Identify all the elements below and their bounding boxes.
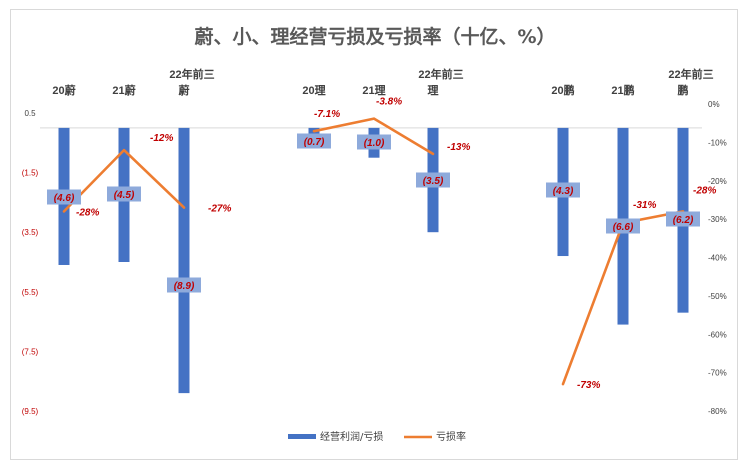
- category-label: 20蔚: [52, 83, 75, 97]
- left-axis-tick: (5.5): [22, 288, 39, 297]
- right-axis-tick: 0%: [708, 100, 720, 109]
- legend-bar-label: 经营利润/亏损: [320, 430, 383, 443]
- legend-bar-swatch: [288, 434, 316, 439]
- category-label: 鹏: [678, 83, 689, 97]
- loss-rate-label: -12%: [150, 133, 173, 144]
- legend-line-label: 亏损率: [436, 430, 466, 443]
- loss-rate-line: [62, 148, 186, 213]
- bar-value-label: (4.6): [54, 193, 75, 204]
- category-label: 20理: [302, 84, 325, 97]
- loss-rate-label: -73%: [577, 380, 600, 391]
- chart-title: 蔚、小、理经营亏损及亏损率（十亿、%）: [194, 25, 555, 48]
- bar-value-box: [47, 189, 81, 205]
- right-axis-tick: -70%: [708, 369, 727, 378]
- category-label: 21理: [362, 84, 385, 97]
- category-label: 蔚: [179, 83, 190, 97]
- right-axis-tick: -20%: [708, 177, 727, 186]
- bar-value-label: (6.6): [613, 222, 634, 233]
- left-axis-tick: (7.5): [22, 347, 39, 356]
- labels-group: (4.6) (4.5) (8.9) (0.7) (1.0) (3.5) (4.3) (6.6)…: [47, 97, 716, 391]
- right-axis-tick: -80%: [708, 407, 727, 416]
- bar-value-box: [546, 182, 580, 198]
- loss-rate-label: -13%: [447, 142, 470, 153]
- left-axis-tick: (3.5): [22, 228, 39, 237]
- loss-rate-label: -28%: [76, 207, 99, 218]
- loss-rate-label: -7.1%: [314, 109, 340, 120]
- bar-value-label: (8.9): [174, 281, 195, 292]
- bar-value-label: (3.5): [423, 176, 444, 187]
- left-axis-tick: 0.5: [24, 109, 36, 118]
- bar-value-box: [107, 186, 141, 202]
- bar: [178, 127, 190, 394]
- loss-rate-label: -31%: [633, 200, 656, 211]
- right-axis-tick: -10%: [708, 138, 727, 147]
- right-axis-tick: -30%: [708, 215, 727, 224]
- right-axis-tick: -60%: [708, 330, 727, 339]
- category-label: 理: [428, 84, 439, 97]
- loss-rate-label: -3.8%: [376, 97, 402, 108]
- bar-value-label: (4.5): [114, 190, 135, 201]
- bar-value-box: [666, 211, 700, 227]
- line-group: [62, 117, 685, 386]
- legend: 经营利润/亏损 亏损率: [288, 430, 466, 443]
- category-label: 22年前三: [668, 67, 713, 81]
- category-label: 21鹏: [611, 83, 634, 97]
- left-axis-tick: (9.5): [22, 407, 39, 416]
- bars-group: [58, 127, 689, 394]
- right-axis-tick: -40%: [708, 254, 727, 263]
- bar-value-label: (0.7): [304, 137, 325, 148]
- bar-value-box: [297, 133, 331, 149]
- category-label: 20鹏: [551, 83, 574, 97]
- loss-rate-line: [312, 117, 435, 156]
- left-axis-tick: (1.5): [22, 169, 39, 178]
- bar-value-box: [606, 218, 640, 234]
- loss-rate-label: -27%: [208, 204, 231, 215]
- loss-rate-label: -28%: [693, 185, 716, 196]
- bar-value-box: [167, 277, 201, 293]
- bar-value-label: (6.2): [673, 215, 694, 226]
- chart-frame: [10, 9, 738, 460]
- category-label: 21蔚: [112, 83, 135, 97]
- category-label: 22年前三: [418, 67, 463, 81]
- bar-value-box: [357, 134, 391, 150]
- bar-value-box: [416, 172, 450, 188]
- right-axis-tick: -50%: [708, 292, 727, 301]
- bar-value-label: (1.0): [364, 138, 385, 149]
- bar-value-label: (4.3): [553, 186, 574, 197]
- category-label: 22年前三: [169, 67, 214, 81]
